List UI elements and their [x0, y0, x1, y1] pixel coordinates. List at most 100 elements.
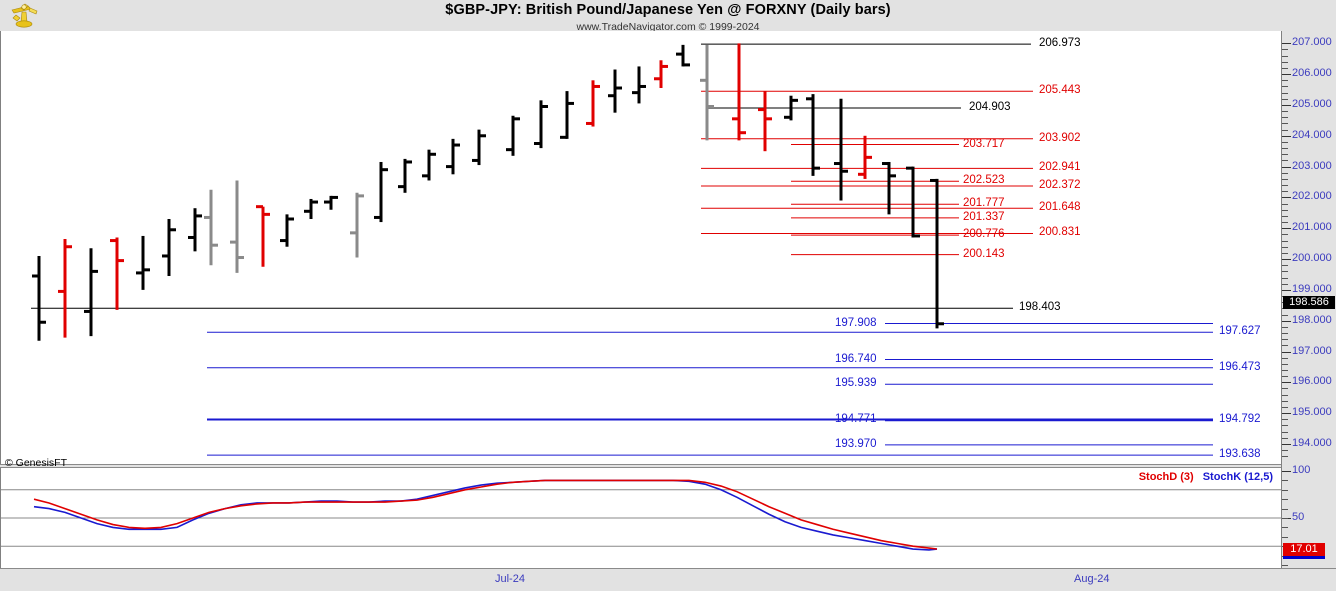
- price-axis-minor-tick: [1282, 252, 1288, 254]
- ohlc-bar[interactable]: [608, 69, 622, 113]
- price-axis-tick: [1282, 443, 1291, 445]
- level-price-label: 202.372: [1039, 178, 1081, 191]
- level-price-label: 205.443: [1039, 84, 1081, 97]
- ohlc-bar[interactable]: [256, 205, 270, 267]
- indicator-line[interactable]: [33, 479, 938, 550]
- horizontal-level-lines: [31, 43, 1213, 456]
- ohlc-bar[interactable]: [136, 235, 150, 290]
- ohlc-bar[interactable]: [398, 158, 412, 193]
- ohlc-bar[interactable]: [930, 178, 944, 329]
- price-axis-minor-tick: [1282, 234, 1288, 236]
- price-axis-minor-tick: [1282, 456, 1288, 458]
- ohlc-bar[interactable]: [280, 214, 294, 247]
- price-axis-minor-tick: [1282, 123, 1288, 125]
- indicator-axis-tick: [1282, 471, 1291, 472]
- price-axis-minor-tick: [1282, 246, 1288, 248]
- price-chart-pane[interactable]: 206.973 205.443 204.903 203.902 203.717 202.9…: [0, 31, 1281, 464]
- pane-divider: [0, 464, 1281, 468]
- ohlc-bar[interactable]: [84, 248, 98, 337]
- ohlc-bar[interactable]: [758, 91, 772, 152]
- ohlc-bar[interactable]: [162, 218, 176, 277]
- ohlc-bar[interactable]: [350, 192, 364, 258]
- ohlc-bar[interactable]: [506, 115, 520, 156]
- ohlc-bar[interactable]: [230, 180, 244, 273]
- level-price-label: 201.337: [963, 210, 1005, 223]
- ohlc-bar[interactable]: [654, 60, 668, 89]
- price-axis-minor-tick: [1282, 141, 1288, 143]
- ohlc-bar[interactable]: [806, 94, 820, 176]
- indicator-axis-minor-tick: [1282, 536, 1288, 538]
- ohlc-bar[interactable]: [204, 189, 218, 266]
- price-axis-minor-tick: [1282, 80, 1288, 82]
- price-axis-minor-tick: [1282, 61, 1288, 63]
- price-axis-label: 205.000: [1292, 97, 1332, 110]
- ohlc-bar[interactable]: [858, 135, 872, 179]
- price-axis-tick: [1282, 382, 1291, 384]
- ohlc-bar[interactable]: [188, 208, 202, 252]
- price-axis[interactable]: 207.000 206.000 205.000 204.000 203.000 202.0…: [1281, 31, 1336, 568]
- stochastic-indicator-pane[interactable]: StochD (3) StochK (12,5): [0, 468, 1281, 568]
- indicator-axis-minor-tick: [1282, 480, 1288, 482]
- date-axis-label: Jul-24: [495, 573, 525, 585]
- price-axis-minor-tick: [1282, 86, 1288, 88]
- ohlc-bar[interactable]: [374, 161, 388, 223]
- ohlc-bar[interactable]: [472, 129, 486, 166]
- price-axis-minor-tick: [1282, 283, 1288, 285]
- price-axis-minor-tick: [1282, 419, 1288, 421]
- price-axis-tick: [1282, 135, 1291, 137]
- level-price-label: 197.908: [835, 316, 877, 329]
- ohlc-bar[interactable]: [834, 98, 848, 201]
- ohlc-bar[interactable]: [110, 237, 124, 310]
- price-axis-minor-tick: [1282, 376, 1288, 378]
- price-axis-label: 206.000: [1292, 67, 1332, 80]
- level-price-label: 196.473: [1219, 360, 1261, 373]
- price-axis-label: 200.000: [1292, 252, 1332, 265]
- ohlc-bar[interactable]: [784, 95, 798, 121]
- price-axis-label: 196.000: [1292, 375, 1332, 388]
- indicator-axis-minor-tick: [1282, 508, 1288, 510]
- indicator-axis-label: 50: [1292, 511, 1305, 523]
- indicator-axis-label: 100: [1292, 464, 1311, 476]
- ohlc-bar[interactable]: [700, 44, 714, 141]
- genesis-cannon-logo-icon: [11, 3, 38, 28]
- price-axis-label: 198.000: [1292, 313, 1332, 326]
- stochastic-svg: [1, 479, 1281, 551]
- ohlc-bar[interactable]: [534, 100, 548, 149]
- indicator-value-badge: 17.01: [1283, 543, 1325, 556]
- indicator-line[interactable]: [33, 479, 938, 551]
- ohlc-bar[interactable]: [304, 198, 318, 219]
- ohlc-bar[interactable]: [586, 80, 600, 127]
- date-axis[interactable]: Jul-24 Aug-24: [0, 568, 1336, 591]
- ohlc-bar[interactable]: [58, 239, 72, 338]
- ohlc-bar[interactable]: [422, 149, 436, 181]
- indicator-axis-minor-tick: [1282, 565, 1288, 566]
- ohlc-bar[interactable]: [882, 161, 896, 215]
- price-axis-minor-tick: [1282, 370, 1288, 371]
- level-price-label: 193.970: [835, 437, 877, 450]
- ohlc-bar[interactable]: [676, 44, 690, 67]
- page-title: $GBP-JPY: British Pound/Japanese Yen @ F…: [445, 2, 891, 18]
- genesis-watermark: © GenesisFT: [5, 457, 68, 469]
- price-axis-minor-tick: [1282, 92, 1288, 94]
- ohlc-bar[interactable]: [32, 255, 46, 341]
- ohlc-bar[interactable]: [632, 66, 646, 104]
- ohlc-bar[interactable]: [906, 166, 920, 238]
- price-axis-minor-tick: [1282, 222, 1288, 224]
- level-price-label: 197.627: [1219, 325, 1261, 338]
- ohlc-bar[interactable]: [560, 91, 574, 139]
- ohlc-bar[interactable]: [732, 43, 746, 141]
- price-axis-tick: [1282, 197, 1291, 199]
- ohlc-bar[interactable]: [324, 195, 338, 210]
- price-axis-tick: [1282, 351, 1291, 353]
- price-axis-minor-tick: [1282, 55, 1288, 57]
- price-axis-label: 197.000: [1292, 344, 1332, 357]
- price-axis-minor-tick: [1282, 98, 1288, 100]
- price-axis-tick: [1282, 43, 1291, 45]
- price-axis-minor-tick: [1282, 314, 1288, 316]
- level-price-label: 195.939: [835, 377, 877, 390]
- price-axis-tick: [1282, 166, 1291, 168]
- level-price-label: 198.403: [1019, 301, 1061, 314]
- price-axis-label: 202.000: [1292, 190, 1332, 203]
- ohlc-bar[interactable]: [446, 138, 460, 175]
- price-axis-minor-tick: [1282, 203, 1288, 205]
